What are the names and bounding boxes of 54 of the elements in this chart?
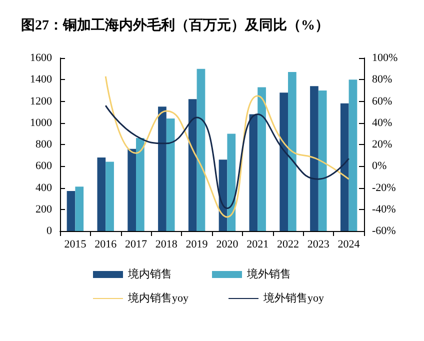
bar xyxy=(106,162,114,231)
bar xyxy=(348,80,358,231)
y2-tick-label: 100% xyxy=(372,52,398,64)
bar xyxy=(258,87,266,231)
line-series xyxy=(104,104,350,210)
y2-tick-label: 40% xyxy=(372,116,392,129)
y2-tick-label: 60% xyxy=(372,95,392,108)
chart-title: 图27：铜加工海内外毛利（百万元）及同比（%） xyxy=(21,16,329,34)
bar xyxy=(158,106,166,231)
x-tick-label: 2023 xyxy=(307,238,330,250)
x-tick-label: 2022 xyxy=(277,238,299,250)
bar xyxy=(166,118,175,231)
x-tick-label: 2021 xyxy=(246,238,269,250)
y-tick-label: 1400 xyxy=(30,74,52,86)
y2-tick-label: 0% xyxy=(372,160,387,172)
legend-label: 境外销售 xyxy=(246,268,291,280)
y-tick-label: 0 xyxy=(46,225,52,237)
x-tick-label: 2016 xyxy=(94,238,118,250)
y-tick-label: 1600 xyxy=(30,52,52,64)
bar xyxy=(280,92,288,231)
y-tick-label: 1200 xyxy=(30,95,52,108)
x-tick-label: 2017 xyxy=(125,238,148,250)
x-tick-label: 2015 xyxy=(64,238,87,250)
line-series xyxy=(104,76,350,218)
bar xyxy=(227,134,236,231)
y-tick-label: 600 xyxy=(36,160,52,172)
legend-label: 境内销售yoy xyxy=(127,292,189,304)
bar xyxy=(75,186,84,231)
x-tick-label: 2019 xyxy=(186,238,208,250)
bar xyxy=(97,157,106,231)
legend-label: 境内销售 xyxy=(127,268,172,280)
bar xyxy=(340,103,349,231)
y-tick-label: 1000 xyxy=(30,116,52,129)
bar xyxy=(66,190,76,231)
y2-tick-label: 80% xyxy=(372,74,392,86)
bar xyxy=(249,114,258,231)
y-tick-label: 800 xyxy=(36,138,52,150)
legend-label: 境外销售yoy xyxy=(262,292,324,304)
bar xyxy=(188,99,197,231)
bar xyxy=(128,148,136,231)
x-tick-label: 2020 xyxy=(216,238,239,250)
x-tick-label: 2018 xyxy=(155,238,178,250)
y2-tick-label: -60% xyxy=(372,225,396,237)
bar xyxy=(318,90,327,231)
y2-tick-label: 20% xyxy=(372,138,392,150)
bar xyxy=(196,68,206,231)
y-tick-label: 400 xyxy=(36,182,52,194)
y2-tick-label: -20% xyxy=(372,182,396,194)
bar xyxy=(136,138,144,231)
y2-tick-label: -40% xyxy=(372,203,396,216)
x-tick-label: 2024 xyxy=(338,238,360,250)
bar xyxy=(310,86,318,231)
bar xyxy=(288,72,296,231)
y-tick-label: 200 xyxy=(36,203,52,216)
